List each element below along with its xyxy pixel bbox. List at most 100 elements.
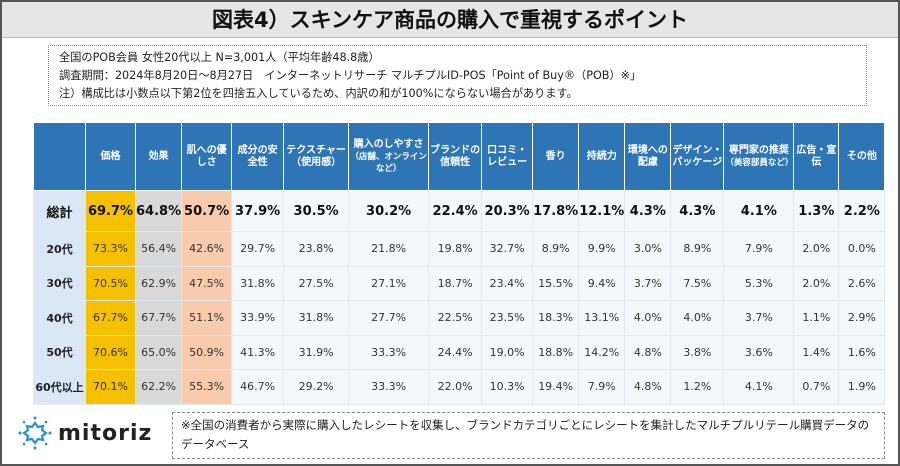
purchase-factors-table: 価格 効果 肌への優しさ 成分の安全性 テクスチャー（使用感） 購入のしやすさ （店舗、オン… [33, 122, 886, 405]
value-cell: 65.0% [134, 334, 183, 370]
value-cell: 5.3% [723, 265, 795, 301]
table-header-row: 価格 効果 肌への優しさ 成分の安全性 テクスチャー（使用感） 購入のしやすさ （店舗、オン… [33, 122, 886, 191]
column-header-label: 環境への配慮 [627, 144, 668, 168]
value-cell: 4.8% [624, 369, 672, 405]
mitoriz-logo: mitoriz [18, 416, 152, 450]
value-cell: 47.5% [181, 265, 233, 301]
column-header-label: デザイン・パッケージ [672, 144, 723, 168]
value-cell: 15.5% [532, 265, 580, 301]
column-header-label: ブランドの信頼性 [430, 144, 481, 168]
column-header-sub: （店舗、オンラインなど） [350, 151, 427, 174]
value-cell: 67.7% [85, 300, 136, 336]
column-header-label: 香り [545, 150, 566, 162]
value-cell: 31.9% [283, 334, 350, 370]
value-cell: 23.5% [481, 300, 534, 336]
column-header-label: テクスチャー（使用感） [286, 144, 346, 168]
survey-period: 調査期間：2024年8月20日～8月27日 インターネットリサーチ マルチプルI… [59, 69, 642, 82]
value-cell: 12.1% [578, 190, 626, 232]
value-cell: 19.0% [481, 334, 534, 370]
column-header: その他 [838, 122, 886, 191]
value-cell: 27.7% [348, 300, 430, 336]
value-cell: 56.4% [134, 231, 183, 267]
column-header-label: 効果 [148, 150, 169, 162]
column-header-label: 広告・宣伝 [796, 144, 837, 168]
column-header: ブランドの信頼性 [428, 122, 483, 191]
value-cell: 21.8% [348, 231, 430, 267]
column-header: デザイン・パッケージ [670, 122, 725, 191]
value-cell: 67.7% [134, 300, 183, 336]
value-cell: 23.4% [481, 265, 534, 301]
value-cell: 23.8% [283, 231, 350, 267]
value-cell: 69.7% [85, 190, 136, 232]
column-header: 持続力 [578, 122, 626, 191]
column-header: 価格 [85, 122, 136, 191]
value-cell: 46.7% [231, 369, 285, 405]
value-cell: 24.4% [428, 334, 483, 370]
value-cell: 7.9% [578, 369, 626, 405]
value-cell: 19.8% [428, 231, 483, 267]
row-label: 20代 [33, 231, 86, 267]
value-cell: 33.3% [348, 334, 430, 370]
value-cell: 33.3% [348, 369, 430, 405]
value-cell: 19.4% [532, 369, 580, 405]
value-cell: 64.8% [134, 190, 183, 232]
value-cell: 37.9% [231, 190, 285, 232]
value-cell: 18.3% [532, 300, 580, 336]
column-header: 成分の安全性 [231, 122, 285, 191]
column-header: 専門家の推奨 （美容部員など） [723, 122, 795, 191]
column-header: 広告・宣伝 [793, 122, 840, 191]
column-header-label: 持続力 [586, 150, 617, 162]
value-cell: 32.7% [481, 231, 534, 267]
value-cell: 29.7% [231, 231, 285, 267]
value-cell: 22.0% [428, 369, 483, 405]
value-cell: 70.6% [85, 334, 136, 370]
value-cell: 9.9% [578, 231, 626, 267]
column-header: 環境への配慮 [624, 122, 672, 191]
value-cell: 4.0% [624, 300, 672, 336]
logo-wordmark: mitoriz [58, 420, 153, 446]
column-header-label: 口コミ・レビュー [487, 144, 528, 168]
value-cell: 3.0% [624, 231, 672, 267]
value-cell: 7.9% [723, 231, 795, 267]
value-cell: 29.2% [283, 369, 350, 405]
value-cell: 13.1% [578, 300, 626, 336]
value-cell: 1.3% [793, 190, 840, 232]
column-header: 口コミ・レビュー [481, 122, 534, 191]
value-cell: 0.0% [838, 231, 886, 267]
value-cell: 51.1% [181, 300, 233, 336]
value-cell: 62.9% [134, 265, 183, 301]
value-cell: 73.3% [85, 231, 136, 267]
value-cell: 3.6% [723, 334, 795, 370]
value-cell: 9.4% [578, 265, 626, 301]
column-header-sub: （美容部員など） [725, 157, 794, 168]
value-cell: 22.5% [428, 300, 483, 336]
value-cell: 42.6% [181, 231, 233, 267]
value-cell: 1.4% [793, 334, 840, 370]
column-header-label: 肌への優しさ [186, 144, 227, 168]
value-cell: 27.5% [283, 265, 350, 301]
value-cell: 50.9% [181, 334, 233, 370]
value-cell: 14.2% [578, 334, 626, 370]
table-row: 60代以上 70.1% 62.2% 55.3% 46.7% 29.2% 33.3% 22.0%… [33, 369, 886, 405]
value-cell: 7.5% [670, 265, 725, 301]
value-cell: 4.1% [723, 369, 795, 405]
column-header: 効果 [134, 122, 183, 191]
value-cell: 4.3% [624, 190, 672, 232]
value-cell: 2.6% [838, 265, 886, 301]
value-cell: 2.0% [793, 231, 840, 267]
value-cell: 70.1% [85, 369, 136, 405]
value-cell: 1.9% [838, 369, 886, 405]
value-cell: 4.3% [670, 190, 725, 232]
value-cell: 1.6% [838, 334, 886, 370]
page-title: 図表4）スキンケア商品の購入で重視するポイント [2, 2, 898, 38]
value-cell: 31.8% [283, 300, 350, 336]
value-cell: 1.2% [670, 369, 725, 405]
column-header: 肌への優しさ [181, 122, 233, 191]
value-cell: 33.9% [231, 300, 285, 336]
column-header: 香り [532, 122, 580, 191]
table-row: 30代 70.5% 62.9% 47.5% 31.8% 27.5% 27.1% 18.7% 23… [33, 265, 886, 301]
value-cell: 4.1% [723, 190, 795, 232]
table-row: 40代 67.7% 67.7% 51.1% 33.9% 31.8% 27.7% 22.5% 23… [33, 300, 886, 336]
column-header-label: その他 [846, 150, 877, 162]
value-cell: 8.9% [670, 231, 725, 267]
